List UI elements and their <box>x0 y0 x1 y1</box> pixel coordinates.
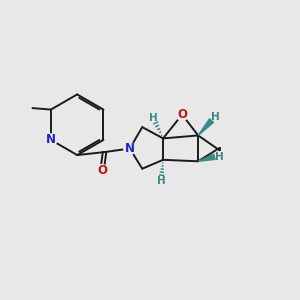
Text: H: H <box>211 112 220 122</box>
Polygon shape <box>198 119 214 135</box>
Text: N: N <box>125 142 135 155</box>
Text: N: N <box>46 134 56 146</box>
Text: H: H <box>157 176 166 186</box>
Circle shape <box>96 165 108 176</box>
Text: O: O <box>97 164 107 177</box>
Circle shape <box>176 109 188 121</box>
Text: O: O <box>177 108 187 121</box>
Circle shape <box>124 142 136 154</box>
Circle shape <box>45 134 57 146</box>
Text: H: H <box>215 152 224 162</box>
Polygon shape <box>198 154 215 161</box>
Text: H: H <box>149 113 158 123</box>
